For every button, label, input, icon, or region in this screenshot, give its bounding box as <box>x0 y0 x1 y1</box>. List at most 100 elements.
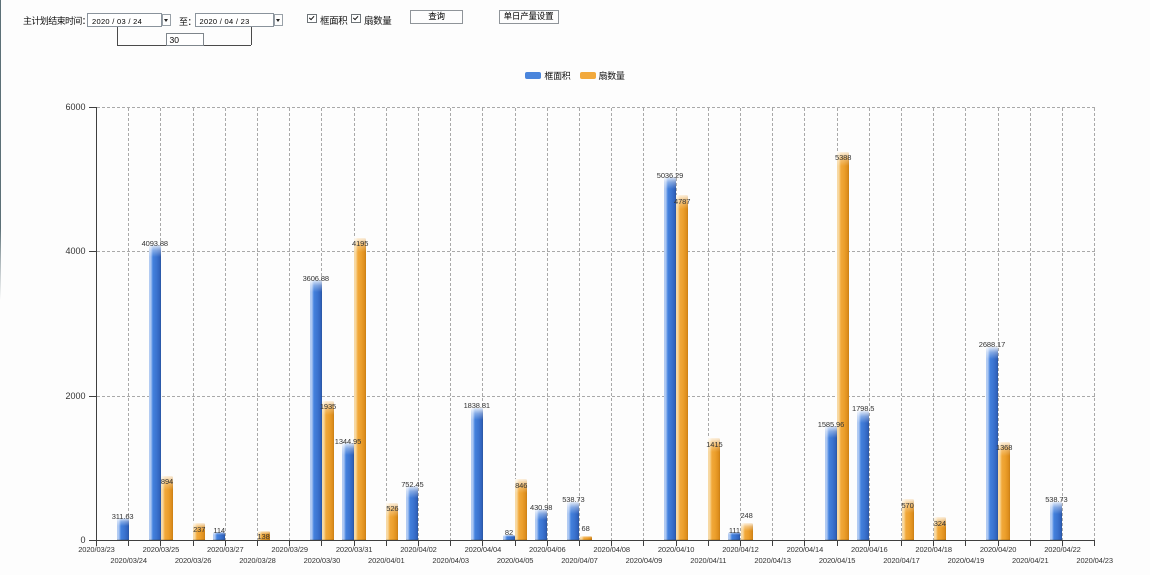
days-between-input[interactable]: 30 <box>165 33 204 46</box>
bar-sash-count[interactable] <box>257 530 270 541</box>
date-to-picker[interactable]: 2020 / 04 / 23 <box>194 13 274 27</box>
bar-sash-count[interactable] <box>998 441 1011 541</box>
x-axis-label: 2020/03/28 <box>239 556 276 565</box>
bar-frame-area[interactable] <box>567 501 580 541</box>
chart-legend: 框面积 扇数量 <box>0 70 1150 82</box>
v-gridline <box>450 107 452 541</box>
bar-frame-area[interactable] <box>663 177 677 541</box>
bar-sash-count[interactable] <box>740 522 753 541</box>
bar-frame-area[interactable] <box>213 532 226 541</box>
date-to-value: 2020 / 04 / 23 <box>199 16 250 26</box>
x-axis-tick <box>192 540 194 546</box>
v-gridline <box>643 107 645 541</box>
bar-sash-count[interactable] <box>515 479 528 541</box>
bar-value-label: 1368 <box>996 443 1013 453</box>
query-button-label: 查询 <box>428 10 445 23</box>
bar-value-label: 3606.88 <box>302 273 330 283</box>
v-gridline <box>997 107 999 541</box>
bar-top-glow <box>386 502 399 517</box>
bar-top-glow <box>148 245 161 258</box>
bar-top-glow <box>116 518 129 526</box>
connector-line <box>117 27 118 45</box>
bar-value-label: 68 <box>581 524 590 534</box>
frame-area-checkbox[interactable] <box>307 13 317 23</box>
bar-foot-shade <box>579 538 592 541</box>
bar-frame-area[interactable] <box>341 443 355 541</box>
frame-area-swatch <box>525 72 542 79</box>
bar-sash-count[interactable] <box>579 535 592 541</box>
x-axis-label: 2020/04/17 <box>883 556 920 565</box>
bar-sash-count[interactable] <box>708 438 721 541</box>
bar-sash-count[interactable] <box>901 499 914 541</box>
x-axis-label: 2020/03/31 <box>335 544 373 554</box>
x-axis-label: 2020/04/07 <box>561 556 598 565</box>
bar-top-glow <box>857 410 870 423</box>
bar-frame-area[interactable] <box>1050 501 1063 541</box>
bar-value-label: 4787 <box>674 196 691 206</box>
x-axis-label: 2020/03/30 <box>303 556 341 565</box>
x-axis-tick <box>160 540 162 546</box>
bar-frame-area[interactable] <box>406 486 419 541</box>
bar-foot-shade <box>824 538 838 541</box>
bar-frame-area[interactable] <box>535 509 548 541</box>
date-from-dropdown-button[interactable] <box>161 13 171 26</box>
bar-frame-area[interactable] <box>728 532 741 541</box>
bar-value-label: 526 <box>386 504 399 514</box>
bar-value-label: 2688.17 <box>978 340 1006 349</box>
bar-frame-area[interactable] <box>148 245 161 541</box>
x-axis-tick <box>675 540 677 546</box>
x-axis-tick <box>965 540 967 546</box>
bar-sash-count[interactable] <box>321 400 335 541</box>
bar-sash-count[interactable] <box>837 151 850 541</box>
bar-value-label: 237 <box>193 524 206 534</box>
frame-area-legend-label: 框面积 <box>544 69 571 82</box>
sash-count-checkbox[interactable] <box>351 13 361 23</box>
v-gridline <box>514 107 516 541</box>
bar-foot-shade <box>837 538 850 541</box>
bar-foot-shade <box>470 538 483 541</box>
x-axis-tick <box>482 540 484 546</box>
x-axis-tick <box>128 540 130 546</box>
bar-top-glow <box>663 177 677 190</box>
bar-foot-shade <box>341 538 355 541</box>
bar-foot-shade <box>933 538 946 541</box>
legend-item-sash-count[interactable]: 扇数量 <box>579 71 625 80</box>
y-axis-label: 0 <box>80 535 86 545</box>
v-gridline <box>160 107 162 541</box>
bar-frame-area[interactable] <box>985 346 999 541</box>
bar-frame-area[interactable] <box>116 518 129 541</box>
x-axis-tick <box>643 540 645 546</box>
bar-frame-area[interactable] <box>309 280 322 541</box>
bar-sash-count[interactable] <box>386 502 399 541</box>
bar-sash-count[interactable] <box>193 523 206 541</box>
bar-foot-shade <box>354 538 367 541</box>
bar-foot-shade <box>160 538 174 541</box>
y-axis-tick <box>88 107 97 108</box>
x-axis-tick <box>772 540 774 546</box>
date-from-value: 2020 / 03 / 24 <box>92 16 143 26</box>
x-axis-tick <box>353 540 355 546</box>
v-gridline <box>868 107 870 541</box>
bar-frame-area[interactable] <box>824 426 838 541</box>
legend-item-frame-area[interactable]: 框面积 <box>525 69 571 82</box>
bar-sash-count[interactable] <box>933 517 946 541</box>
x-axis-tick <box>579 540 580 546</box>
query-button[interactable]: 查询 <box>410 10 463 24</box>
bar-frame-area[interactable] <box>470 407 483 541</box>
bar-sash-count[interactable] <box>676 195 689 541</box>
bar-frame-area[interactable] <box>857 410 870 541</box>
bar-top-glow <box>502 534 516 537</box>
date-to-dropdown-button[interactable] <box>273 13 283 26</box>
bar-foot-shade <box>998 538 1011 541</box>
bar-sash-count[interactable] <box>160 475 174 541</box>
x-axis-label: 2020/04/06 <box>529 544 566 554</box>
sash-count-checkbox-label: 扇数量 <box>364 13 392 27</box>
daily-output-settings-button[interactable]: 单日产量设置 <box>498 10 559 24</box>
x-axis-label: 2020/04/01 <box>368 556 405 565</box>
bar-frame-area[interactable] <box>502 534 516 541</box>
bar-value-label: 5388 <box>835 153 852 163</box>
bar-sash-count[interactable] <box>354 237 367 541</box>
bar-value-label: 1935 <box>319 402 337 412</box>
bar-top-glow <box>985 346 999 359</box>
